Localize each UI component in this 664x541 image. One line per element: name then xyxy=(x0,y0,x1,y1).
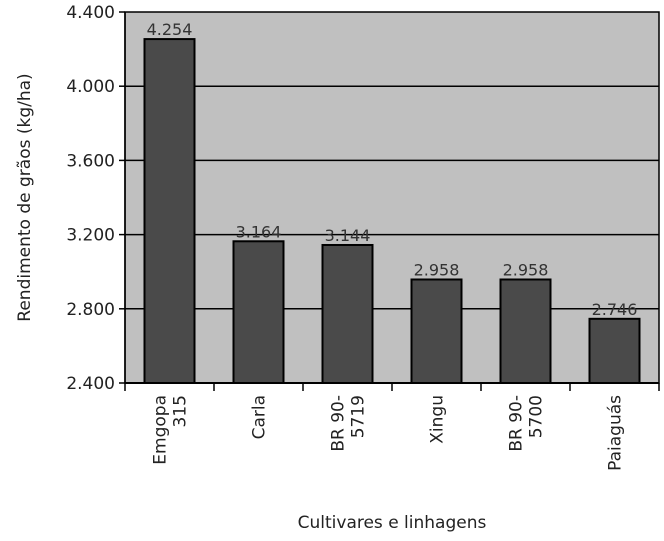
y-axis-title: Rendimento de grãos (kg/ha) xyxy=(15,73,35,321)
data-label: 2.958 xyxy=(503,260,549,279)
x-category-label-line: Emgopa xyxy=(151,395,171,465)
x-category-label: Xingu xyxy=(428,395,448,444)
y-tick-label: 3.200 xyxy=(66,226,115,246)
x-category-label-line: Paiaguás xyxy=(606,395,626,471)
x-category-label-line: 5700 xyxy=(527,395,547,438)
bar xyxy=(410,278,463,384)
plot-area xyxy=(124,11,660,384)
bar xyxy=(232,240,285,384)
data-labels: 4.254 3.164 3.144 2.958 2.958 2.746 xyxy=(147,20,638,319)
x-category-label-line: BR 90- xyxy=(329,395,349,452)
x-category-label: Carla xyxy=(250,395,270,439)
x-category-label-line: BR 90- xyxy=(507,395,527,452)
data-label: 2.958 xyxy=(414,260,460,279)
x-category-label-line: 5719 xyxy=(349,395,369,438)
x-category-label-line: 315 xyxy=(171,395,191,427)
axes xyxy=(119,11,660,391)
x-category-label-line: Xingu xyxy=(428,395,448,444)
data-label: 3.164 xyxy=(236,222,282,241)
bar xyxy=(321,243,374,384)
bar xyxy=(143,38,196,384)
y-tick-label: 2.400 xyxy=(66,374,115,394)
x-category-label: BR 90- 5719 xyxy=(329,395,369,452)
data-label: 2.746 xyxy=(592,300,638,319)
y-tick-labels: 2.400 2.800 3.200 3.600 4.000 4.400 xyxy=(66,3,115,394)
y-tick-label: 4.400 xyxy=(66,3,115,23)
data-label: 3.144 xyxy=(325,226,371,245)
x-category-label: Paiaguás xyxy=(606,395,626,471)
x-category-labels: Emgopa 315 Carla BR 90- 5719 Xingu BR 90- 5700 P… xyxy=(151,395,626,471)
y-tick-label: 3.600 xyxy=(66,151,115,171)
bar xyxy=(499,278,552,384)
gridlines xyxy=(125,85,659,310)
x-category-label: BR 90- 5700 xyxy=(507,395,547,452)
x-category-label-line: Carla xyxy=(250,395,270,439)
bar xyxy=(588,317,641,384)
y-tick-label: 4.000 xyxy=(66,77,115,97)
y-tick-label: 2.800 xyxy=(66,300,115,320)
data-label: 4.254 xyxy=(147,20,193,39)
x-category-label: Emgopa 315 xyxy=(151,395,191,465)
x-axis-title: Cultivares e linhagens xyxy=(298,513,487,533)
